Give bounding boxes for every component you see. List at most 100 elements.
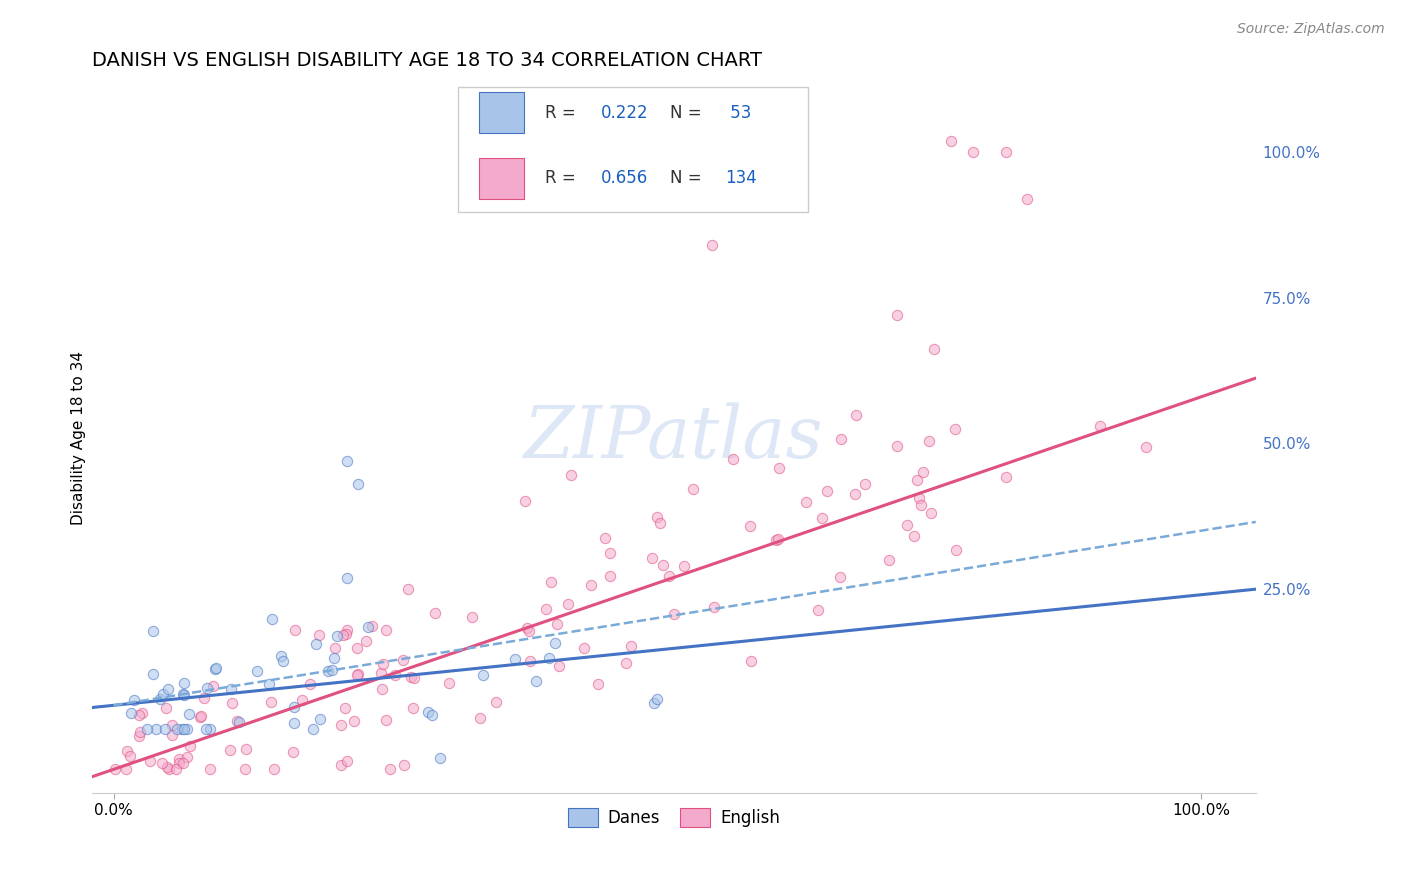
Point xyxy=(346,641,368,656)
Point xyxy=(830,432,852,446)
Point xyxy=(652,558,675,572)
Point xyxy=(515,494,537,508)
Point xyxy=(396,582,419,596)
Point xyxy=(886,439,908,453)
Point xyxy=(135,722,157,736)
Point xyxy=(941,134,963,148)
Point xyxy=(586,677,609,691)
Point xyxy=(128,729,150,743)
Point xyxy=(347,666,370,681)
Point xyxy=(336,571,359,585)
Point xyxy=(219,682,242,697)
Point xyxy=(905,473,928,487)
Point xyxy=(574,641,596,656)
Point xyxy=(468,710,491,724)
Point xyxy=(142,624,165,639)
Point xyxy=(131,706,153,720)
Point xyxy=(309,712,332,726)
Point xyxy=(994,145,1017,160)
Text: 0.222: 0.222 xyxy=(600,103,648,122)
FancyBboxPatch shape xyxy=(458,87,807,211)
Point xyxy=(283,715,305,730)
Point xyxy=(246,664,269,678)
Text: 134: 134 xyxy=(725,169,756,187)
Point xyxy=(815,484,838,499)
Point xyxy=(235,742,257,756)
Text: R =: R = xyxy=(544,169,581,187)
Point xyxy=(179,706,201,721)
Point xyxy=(650,516,672,530)
Point xyxy=(145,722,167,736)
Point xyxy=(910,498,932,512)
Point xyxy=(228,715,250,730)
Point xyxy=(188,710,211,724)
Point xyxy=(257,677,280,691)
Point xyxy=(322,651,344,665)
Point xyxy=(198,722,221,736)
Point xyxy=(336,623,359,637)
Point xyxy=(911,465,934,479)
Point xyxy=(298,677,321,691)
Point xyxy=(281,745,304,759)
Point xyxy=(149,692,172,706)
Point xyxy=(766,532,789,546)
Point xyxy=(173,722,195,736)
Point xyxy=(166,722,188,736)
Point xyxy=(378,763,401,777)
Point xyxy=(723,451,745,466)
Point xyxy=(172,687,194,701)
Point xyxy=(193,691,215,706)
Point xyxy=(357,620,380,634)
Point xyxy=(886,308,908,322)
Point xyxy=(546,617,568,632)
Point xyxy=(538,651,561,665)
Point xyxy=(903,528,925,542)
Point xyxy=(260,695,283,709)
Text: ZIPatlas: ZIPatlas xyxy=(524,402,824,473)
Point xyxy=(354,633,377,648)
Legend: Danes, English: Danes, English xyxy=(561,801,786,834)
Point xyxy=(1017,192,1039,206)
Point xyxy=(918,434,941,449)
Point xyxy=(321,664,343,678)
Point xyxy=(647,510,669,524)
Point xyxy=(516,621,538,635)
Point xyxy=(620,640,643,654)
Point xyxy=(738,519,761,533)
Text: 53: 53 xyxy=(725,103,751,122)
Point xyxy=(503,651,526,665)
Point xyxy=(160,718,183,732)
Point xyxy=(643,696,665,710)
Point xyxy=(160,728,183,742)
Text: DANISH VS ENGLISH DISABILITY AGE 18 TO 34 CORRELATION CHART: DANISH VS ENGLISH DISABILITY AGE 18 TO 3… xyxy=(91,51,762,70)
Point xyxy=(526,674,548,689)
Point xyxy=(172,756,194,771)
Point xyxy=(371,681,394,696)
Point xyxy=(700,238,723,252)
Point xyxy=(172,722,194,736)
Point xyxy=(318,664,340,678)
Point xyxy=(104,763,127,777)
Point xyxy=(221,696,243,710)
Point xyxy=(325,641,347,656)
Text: R =: R = xyxy=(544,103,581,122)
Point xyxy=(423,606,446,620)
Point xyxy=(336,454,359,468)
Point xyxy=(235,763,257,777)
Point xyxy=(599,568,621,582)
Point xyxy=(167,752,190,766)
Point xyxy=(142,667,165,681)
Point xyxy=(332,627,354,641)
Point xyxy=(304,637,326,651)
Point xyxy=(330,718,353,732)
Point xyxy=(647,692,669,706)
Point xyxy=(291,693,314,707)
Point xyxy=(179,739,201,753)
Point xyxy=(128,707,150,722)
Point xyxy=(416,705,439,719)
Point xyxy=(330,757,353,772)
Point xyxy=(190,709,212,723)
Point xyxy=(557,598,579,612)
Point xyxy=(157,681,180,696)
Point xyxy=(460,610,482,624)
